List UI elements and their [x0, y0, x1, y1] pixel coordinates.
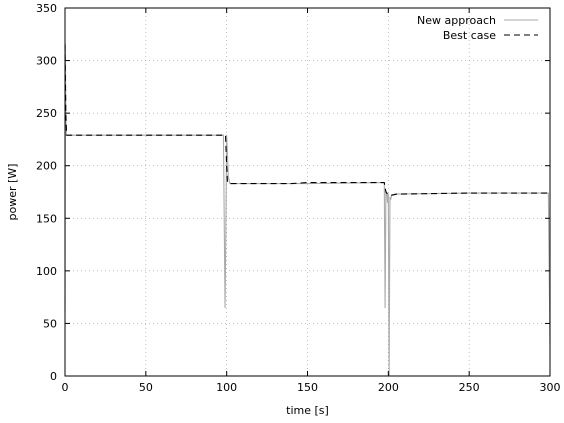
y-tick-label: 200 [36, 160, 57, 173]
y-tick-label: 350 [36, 2, 57, 15]
y-tick-label: 250 [36, 107, 57, 120]
x-tick-label: 300 [540, 381, 561, 394]
legend-label-1: New approach [417, 14, 496, 27]
axis-ticks: 0 50 100 150 200 250 300 0 50 100 150 200 250 300 350 [36, 2, 561, 394]
y-axis-label: power [W] [6, 164, 19, 221]
legend-label-2: Best case [443, 29, 496, 42]
x-tick-label: 0 [62, 381, 69, 394]
x-tick-label: 200 [378, 381, 399, 394]
x-tick-label: 100 [216, 381, 237, 394]
y-tick-label: 300 [36, 55, 57, 68]
series-line-2 [64, 44, 550, 196]
grid-lines [65, 8, 550, 376]
x-tick-label: 50 [139, 381, 153, 394]
y-tick-label: 100 [36, 265, 57, 278]
y-tick-label: 0 [50, 370, 57, 383]
series-line-1 [64, 44, 551, 377]
x-axis-label: time [s] [286, 404, 329, 417]
y-tick-label: 50 [43, 317, 57, 330]
x-tick-label: 250 [459, 381, 480, 394]
x-tick-label: 150 [297, 381, 318, 394]
y-tick-label: 150 [36, 212, 57, 225]
series-layer [64, 44, 551, 377]
legend: New approach Best case [417, 14, 538, 42]
